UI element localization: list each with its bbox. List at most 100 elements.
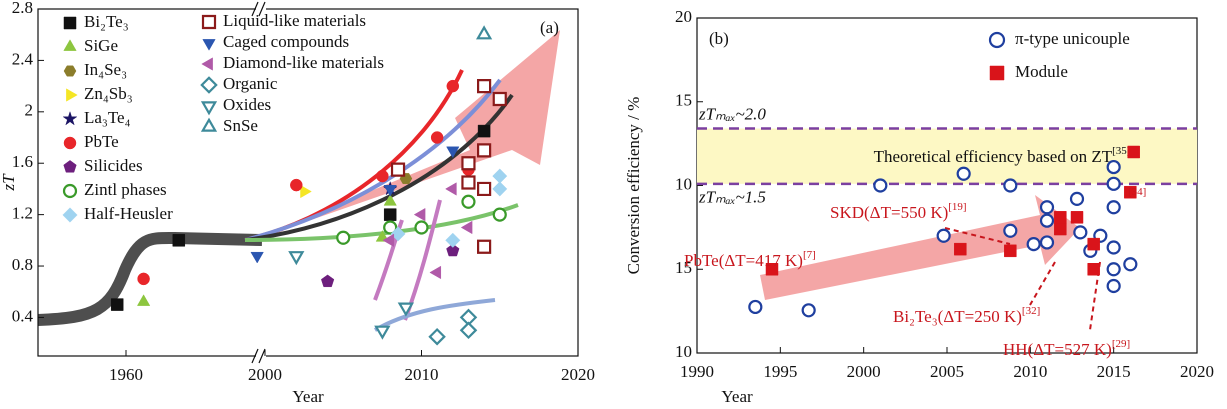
trend-curve (373, 219, 404, 301)
marker (383, 208, 397, 221)
marker (66, 88, 78, 102)
marker (1054, 211, 1067, 224)
marker (492, 207, 507, 222)
marker (1069, 191, 1085, 206)
marker (954, 242, 967, 256)
x-axis-title: Year (721, 387, 753, 406)
marker (873, 178, 888, 193)
legend-label: Organic (223, 74, 278, 93)
annotation: HH(ΔT=527 K)[29] (1003, 338, 1130, 359)
y-tick-label: 2.4 (12, 49, 34, 68)
marker (290, 178, 303, 192)
marker (765, 263, 779, 276)
x-tick-label: 2020 (1180, 362, 1214, 381)
marker (446, 243, 460, 257)
marker (414, 220, 429, 235)
annotation: [34] (1128, 186, 1146, 198)
annotation-ref: [19] (948, 201, 966, 213)
marker (446, 79, 460, 93)
marker (461, 156, 476, 171)
marker (201, 57, 213, 71)
legend-label: Diamond-like materials (223, 53, 384, 72)
annotation-ref: [34] (1128, 186, 1146, 198)
annotation-ref: [29] (1112, 338, 1130, 350)
x-tick-label: 1995 (763, 362, 797, 381)
y-tick-label: 15 (675, 258, 692, 277)
marker (1087, 263, 1100, 276)
marker (63, 39, 77, 51)
marker (492, 181, 508, 197)
marker (390, 226, 406, 242)
marker (1039, 200, 1055, 215)
marker (63, 65, 77, 77)
y-tick-label: 1.6 (12, 152, 33, 171)
annotation: PbTe(ΔT=417 K)[7] (684, 249, 816, 270)
legend-label: Zn₄Sb₃ (84, 84, 133, 103)
marker (1106, 240, 1121, 255)
marker (172, 234, 186, 247)
marker (374, 325, 391, 340)
marker (336, 230, 351, 245)
marker (1054, 222, 1067, 236)
marker (1004, 244, 1017, 258)
x-tick-label: 2000 (847, 362, 881, 381)
marker (63, 160, 77, 173)
marker (63, 136, 77, 150)
marker (1070, 211, 1084, 224)
marker (1106, 176, 1121, 191)
x-tick-label: 2010 (1013, 362, 1047, 381)
legend-label: Liquid-like materials (223, 11, 366, 30)
marker (429, 265, 442, 280)
band-label: zTₘₐₓ~1.5 (698, 188, 766, 207)
y-tick-label: 2 (25, 101, 34, 120)
axis-break (251, 1, 266, 364)
x-tick-label: 1990 (680, 362, 714, 381)
marker (1026, 237, 1041, 252)
legend-label: Module (1015, 62, 1068, 81)
annotation-text: HH(ΔT=527 K) (1003, 340, 1112, 359)
marker (477, 143, 492, 158)
marker (989, 65, 1005, 81)
plot-frame (696, 17, 1198, 354)
marker (445, 232, 461, 248)
marker (1106, 200, 1121, 215)
marker (300, 184, 312, 199)
y-axis-title: Conversion efficiency / % (624, 97, 643, 275)
marker (63, 16, 77, 30)
marker (1127, 145, 1140, 159)
marker (936, 228, 951, 243)
trend-arrow (760, 195, 1080, 300)
marker (390, 162, 406, 177)
trend-curve (374, 298, 496, 332)
trend-curve (244, 93, 514, 242)
marker (383, 194, 397, 206)
x-tick-label: 2005 (930, 362, 964, 381)
marker (383, 220, 398, 235)
marker (200, 117, 218, 132)
trend-curve (37, 231, 263, 326)
marker (1003, 178, 1018, 193)
marker (383, 185, 397, 197)
panel-label: (a) (540, 18, 559, 37)
x-tick-label: 2000 (248, 365, 282, 384)
legend-label: Bi₂Te₃ (84, 12, 129, 31)
annotation-text: PbTe(ΔT=417 K) (684, 251, 803, 270)
marker (201, 14, 217, 30)
legend-label: SiGe (84, 36, 118, 55)
legend-label: Silicides (84, 156, 143, 175)
marker (477, 239, 492, 254)
annotation: SKD(ΔT=550 K)[19] (830, 201, 967, 222)
marker (413, 207, 426, 222)
marker (477, 124, 491, 138)
legend-label: In₄Se₃ (84, 60, 127, 79)
marker (62, 110, 78, 126)
legend-label: Caged compounds (223, 32, 349, 51)
marker (288, 251, 305, 266)
marker (459, 321, 478, 340)
marker (1003, 223, 1018, 238)
band-label: zTₘₐₓ~2.0 (698, 104, 766, 123)
marker (200, 101, 218, 116)
plot-frame (37, 8, 579, 357)
band-text-main: Theoretical efficiency based on ZT (874, 147, 1113, 166)
legend-label: PbTe (84, 132, 119, 151)
